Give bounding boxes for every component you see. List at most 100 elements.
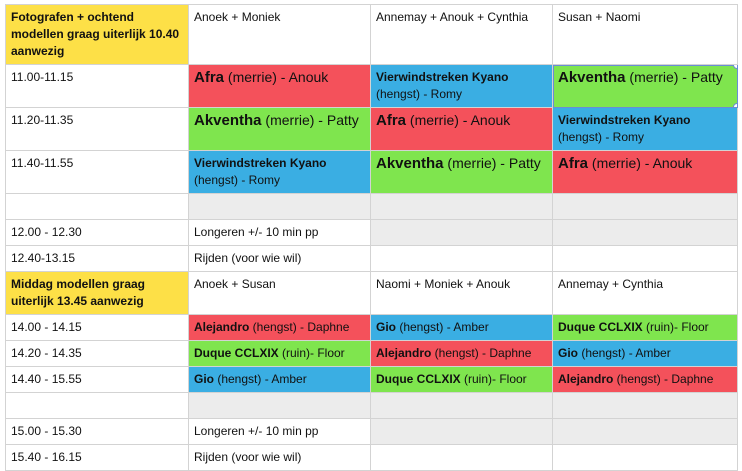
horse-cell[interactable]: Vierwindstreken Kyano (hengst) - Romy [370,64,553,108]
activity-label: Longeren +/- 10 min pp [194,225,319,239]
empty-cell[interactable] [370,392,553,419]
empty-cell[interactable] [552,444,738,471]
morning-slot-row: 11.40-11.55 Vierwindstreken Kyano (hengst)… [5,150,738,194]
horse-detail: (merrie) - Patty [261,112,359,128]
horse-detail: (merrie) - Anouk [406,112,511,128]
time-cell[interactable]: 15.00 - 15.30 [5,418,189,445]
empty-cell[interactable] [370,245,553,272]
horse-name: Vierwindstreken Kyano [376,70,509,84]
horse-cell[interactable]: Akventha (merrie) - Patty [552,64,738,108]
horse-cell[interactable]: Afra (merrie) - Anouk [370,107,553,151]
horse-cell[interactable]: Gio (hengst) - Amber [552,340,738,367]
empty-cell[interactable] [188,392,371,419]
spacer-row [5,392,738,419]
horse-detail: (merrie) - Patty [443,155,541,171]
horse-detail: (ruin)- Floor [278,346,345,360]
horse-detail: (hengst) - Amber [396,320,489,334]
horse-detail: (hengst) - Amber [214,372,307,386]
spacer-row [5,193,738,220]
header-row-morning: Fotografen + ochtend modellen graag uite… [5,4,738,65]
horse-detail: (merrie) - Anouk [224,69,329,85]
resize-handle[interactable] [733,65,737,69]
time-cell[interactable]: 11.20-11.35 [5,107,189,151]
team-label: Anoek + Susan [194,277,276,291]
horse-cell[interactable]: Duque CCLXIX (ruin)- Floor [370,366,553,393]
horse-name: Afra [194,69,225,86]
time-cell[interactable]: 12.40-13.15 [5,245,189,272]
activity-cell[interactable]: Rijden (voor wie wil) [188,444,371,471]
rijden-row: 15.40 - 16.15 Rijden (voor wie wil) [5,444,738,471]
schedule-body: Fotografen + ochtend modellen graag uite… [5,4,738,471]
empty-cell[interactable] [188,193,371,220]
horse-cell[interactable]: Afra (merrie) - Anouk [188,64,371,108]
horse-name: Duque CCLXIX [376,372,461,386]
time-cell[interactable]: 14.20 - 14.35 [5,340,189,367]
team-header-cell[interactable]: Susan + Naomi [552,4,738,65]
horse-cell[interactable]: Gio (hengst) - Amber [370,314,553,341]
time-cell[interactable]: 14.40 - 15.55 [5,366,189,393]
horse-name: Akventha [558,69,626,86]
horse-name: Alejandro [558,372,614,386]
horse-cell[interactable]: Afra (merrie) - Anouk [552,150,738,194]
time-cell[interactable]: 14.00 - 14.15 [5,314,189,341]
horse-cell[interactable]: Alejandro (hengst) - Daphne [188,314,371,341]
team-label: Annemay + Anouk + Cynthia [376,10,529,24]
header-text: Middag modellen graag uiterlijk 13.45 aa… [11,277,146,308]
morning-slot-row: 11.00-11.15 Afra (merrie) - Anouk Vierwind… [5,64,738,108]
horse-detail: (hengst) - Romy [558,130,645,144]
horse-detail: (hengst) - Daphne [249,320,350,334]
horse-cell[interactable]: Akventha (merrie) - Patty [188,107,371,151]
header-cell-morning[interactable]: Fotografen + ochtend modellen graag uite… [5,4,189,65]
horse-cell[interactable]: Alejandro (hengst) - Daphne [370,340,553,367]
activity-cell[interactable]: Rijden (voor wie wil) [188,245,371,272]
horse-cell[interactable]: Vierwindstreken Kyano (hengst) - Romy [552,107,738,151]
horse-detail: (hengst) - Romy [194,173,281,187]
horse-detail: (merrie) - Anouk [588,155,693,171]
time-cell[interactable]: 11.00-11.15 [5,64,189,108]
team-label: Naomi + Moniek + Anouk [376,277,511,291]
team-header-cell[interactable]: Naomi + Moniek + Anouk [370,271,553,315]
time-label: 11.20-11.35 [11,113,74,127]
horse-name: Gio [558,346,578,360]
horse-cell[interactable]: Vierwindstreken Kyano (hengst) - Romy [188,150,371,194]
time-cell[interactable]: 11.40-11.55 [5,150,189,194]
team-header-cell[interactable]: Anoek + Moniek [188,4,371,65]
horse-name: Akventha [194,112,262,129]
horse-name: Akventha [376,155,444,172]
activity-label: Rijden (voor wie wil) [194,450,302,464]
header-row-afternoon: Middag modellen graag uiterlijk 13.45 aa… [5,271,738,315]
time-cell[interactable]: 12.00 - 12.30 [5,219,189,246]
empty-cell[interactable] [552,418,738,445]
horse-cell[interactable]: Gio (hengst) - Amber [188,366,371,393]
rijden-row: 12.40-13.15 Rijden (voor wie wil) [5,245,738,272]
empty-cell[interactable] [552,245,738,272]
empty-cell[interactable] [5,193,189,220]
team-header-cell[interactable]: Annemay + Anouk + Cynthia [370,4,553,65]
time-label: 11.00-11.15 [11,70,74,84]
activity-cell[interactable]: Longeren +/- 10 min pp [188,418,371,445]
header-cell-afternoon[interactable]: Middag modellen graag uiterlijk 13.45 aa… [5,271,189,315]
empty-cell[interactable] [552,219,738,246]
horse-detail: (hengst) - Romy [376,87,463,101]
empty-cell[interactable] [5,392,189,419]
horse-cell[interactable]: Duque CCLXIX (ruin)- Floor [188,340,371,367]
empty-cell[interactable] [552,193,738,220]
horse-cell[interactable]: Akventha (merrie) - Patty [370,150,553,194]
time-label: 15.00 - 15.30 [11,424,82,438]
empty-cell[interactable] [370,418,553,445]
afternoon-slot-row: 14.00 - 14.15 Alejandro (hengst) - Daphne… [5,314,738,341]
empty-cell[interactable] [370,219,553,246]
resize-handle[interactable] [733,103,737,107]
horse-cell[interactable]: Alejandro (hengst) - Daphne [552,366,738,393]
horse-name: Vierwindstreken Kyano [194,156,327,170]
afternoon-slot-row: 14.20 - 14.35 Duque CCLXIX (ruin)- Floor A… [5,340,738,367]
empty-cell[interactable] [370,444,553,471]
team-header-cell[interactable]: Anoek + Susan [188,271,371,315]
team-header-cell[interactable]: Annemay + Cynthia [552,271,738,315]
empty-cell[interactable] [552,392,738,419]
activity-cell[interactable]: Longeren +/- 10 min pp [188,219,371,246]
empty-cell[interactable] [370,193,553,220]
horse-cell[interactable]: Duque CCLXIX (ruin)- Floor [552,314,738,341]
header-text: Fotografen + ochtend modellen graag uite… [11,10,180,58]
time-cell[interactable]: 15.40 - 16.15 [5,444,189,471]
